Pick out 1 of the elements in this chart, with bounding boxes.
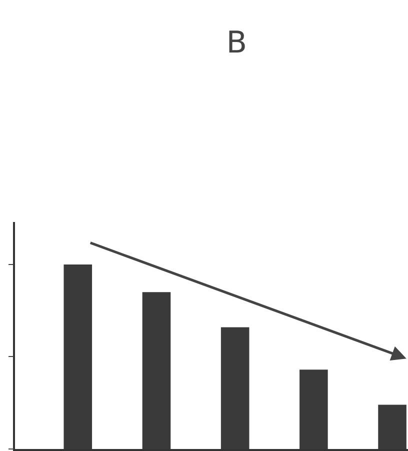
chart-title: B xyxy=(226,26,247,61)
